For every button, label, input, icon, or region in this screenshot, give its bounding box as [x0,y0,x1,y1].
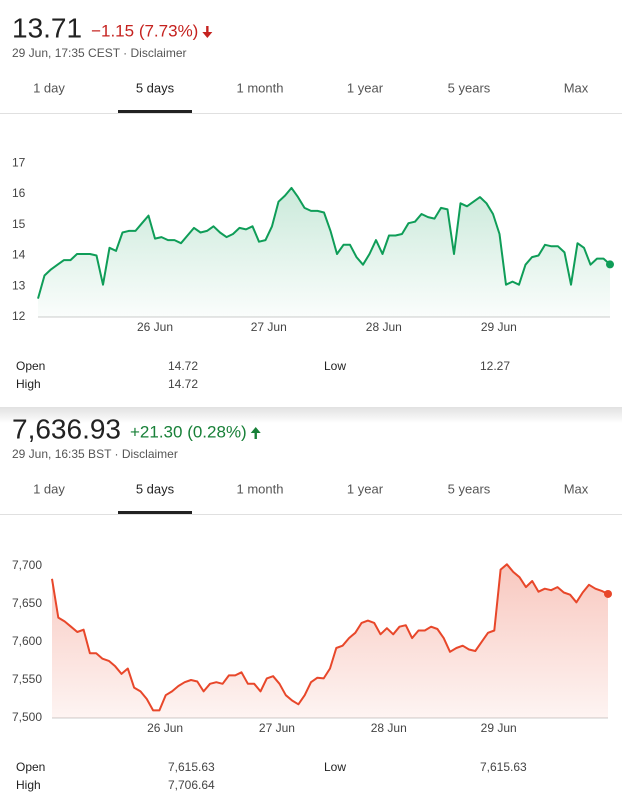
stat-value: 7,615.63 [480,760,527,774]
y-tick-label: 14 [12,248,26,262]
range-tab[interactable]: 5 years [448,80,491,95]
y-tick-label: 7,600 [12,634,42,648]
x-tick-label: 27 Jun [251,320,287,334]
range-tab[interactable]: 5 days [136,80,175,95]
range-tab[interactable]: 1 year [347,481,384,496]
stat-value: 7,615.63 [168,760,215,774]
y-tick-label: 7,700 [12,558,42,572]
range-tab[interactable]: 1 month [237,481,284,496]
last-point [606,260,614,269]
selected-tab-underline [118,511,192,514]
range-tab[interactable]: 5 years [448,481,491,496]
stat-label: High [16,377,41,391]
range-tab[interactable]: Max [564,481,589,496]
stat-label: Low [324,760,346,774]
stat-value: 7,706.64 [168,778,215,792]
range-tab[interactable]: 1 day [33,80,65,95]
arrow-head [250,427,261,433]
y-tick-label: 7,500 [12,710,42,724]
range-tab[interactable]: 1 month [237,80,284,95]
price-change: −1.15 (7.73%) [91,21,198,40]
stat-value: 14.72 [168,377,198,391]
y-tick-label: 7,650 [12,596,42,610]
range-tab[interactable]: 1 day [33,481,65,496]
price-line [51,563,609,712]
timestamp: 29 Jun, 17:35 CEST · Disclaimer [12,46,187,60]
stat-label: High [16,778,41,792]
price: 13.71 [12,12,82,43]
x-tick-label: 29 Jun [481,721,517,735]
stat-label: Open [16,359,45,373]
x-tick-label: 29 Jun [481,320,517,334]
y-tick-label: 12 [12,309,26,323]
change-arrow [202,26,213,38]
price: 7,636.93 [12,413,121,444]
area [38,187,610,317]
x-tick-label: 26 Jun [147,721,183,735]
last-point [604,589,612,598]
x-tick-label: 28 Jun [366,320,402,334]
stat-value: 14.72 [168,359,198,373]
x-tick-label: 28 Jun [371,721,407,735]
timestamp: 29 Jun, 16:35 BST · Disclaimer [12,447,178,461]
area [52,564,608,718]
stat-label: Low [324,359,346,373]
x-tick-label: 26 Jun [137,320,173,334]
range-tab[interactable]: Max [564,80,589,95]
card-shadow [0,407,622,423]
stat-value: 12.27 [480,359,510,373]
y-tick-label: 17 [12,155,26,169]
x-tick-label: 27 Jun [259,721,295,735]
price-line [37,186,611,299]
y-tick-label: 13 [12,278,26,292]
range-tab[interactable]: 5 days [136,481,175,496]
arrow-head [202,32,213,38]
range-tab[interactable]: 1 year [347,80,384,95]
selected-tab-underline [118,110,192,113]
y-tick-label: 16 [12,186,26,200]
y-tick-label: 15 [12,217,26,231]
price-change: +21.30 (0.28%) [130,422,247,441]
stat-label: Open [16,760,45,774]
change-arrow [250,427,261,439]
y-tick-label: 7,550 [12,672,42,686]
